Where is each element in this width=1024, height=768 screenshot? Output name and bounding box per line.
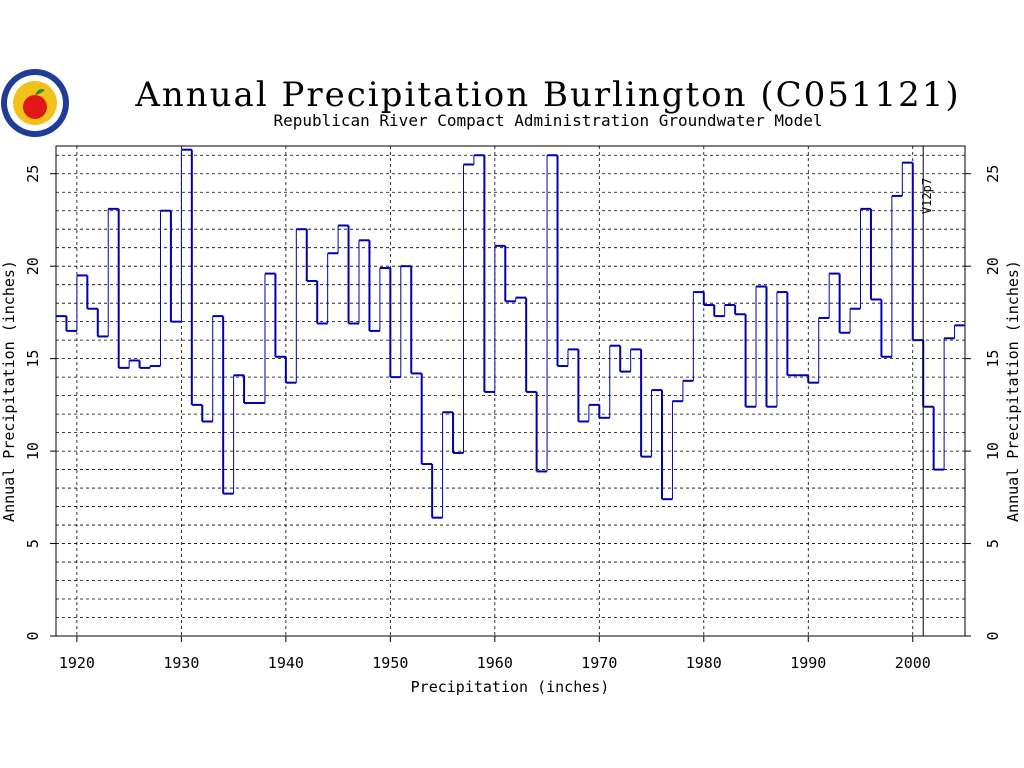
y-tick-label-left: 25 xyxy=(24,165,42,183)
x-tick-label: 1950 xyxy=(372,654,408,672)
x-tick-label: 1920 xyxy=(59,654,95,672)
y-tick-label-right: 25 xyxy=(984,165,1002,183)
x-tick-label: 1980 xyxy=(686,654,722,672)
y-tick-label-left: 15 xyxy=(24,350,42,368)
y-axis-label-right: Annual Precipitation (inches) xyxy=(1004,260,1022,522)
chart-subtitle: Republican River Compact Administration … xyxy=(273,111,822,130)
x-axis-label: Precipitation (inches) xyxy=(411,678,610,696)
y-tick-label-right: 0 xyxy=(984,631,1002,640)
logo-seal xyxy=(1,69,69,137)
y-tick-label-right: 10 xyxy=(984,442,1002,460)
x-tick-label: 1930 xyxy=(163,654,199,672)
annotation-layer: V12p7 xyxy=(920,146,934,636)
leaf-icon xyxy=(35,89,45,95)
annotation-label: V12p7 xyxy=(920,178,934,214)
y-tick-label-right: 5 xyxy=(984,539,1002,548)
y-tick-label-right: 20 xyxy=(984,257,1002,275)
chart-title: Annual Precipitation Burlington (C051121… xyxy=(134,75,960,115)
x-tick-label: 1970 xyxy=(581,654,617,672)
x-tick-label: 1940 xyxy=(268,654,304,672)
apple-icon xyxy=(23,95,47,119)
x-tick-label: 1960 xyxy=(477,654,513,672)
plot-frame xyxy=(55,145,966,637)
x-tick-label: 2000 xyxy=(895,654,931,672)
y-tick-label-right: 15 xyxy=(984,350,1002,368)
y-tick-label-left: 10 xyxy=(24,442,42,460)
axis-ticks: 0 0 5 5 10 10 15 15 20 20 25 25 1920 1930 1940 1950 1960… xyxy=(24,165,1002,672)
series-layer xyxy=(56,148,965,519)
x-tick-label: 1990 xyxy=(790,654,826,672)
y-tick-label-left: 20 xyxy=(24,257,42,275)
y-tick-label-left: 0 xyxy=(24,631,42,640)
y-tick-label-left: 5 xyxy=(24,539,42,548)
y-axis-label-left: Annual Precipitation (inches) xyxy=(0,260,18,522)
grid-lines xyxy=(56,146,965,636)
